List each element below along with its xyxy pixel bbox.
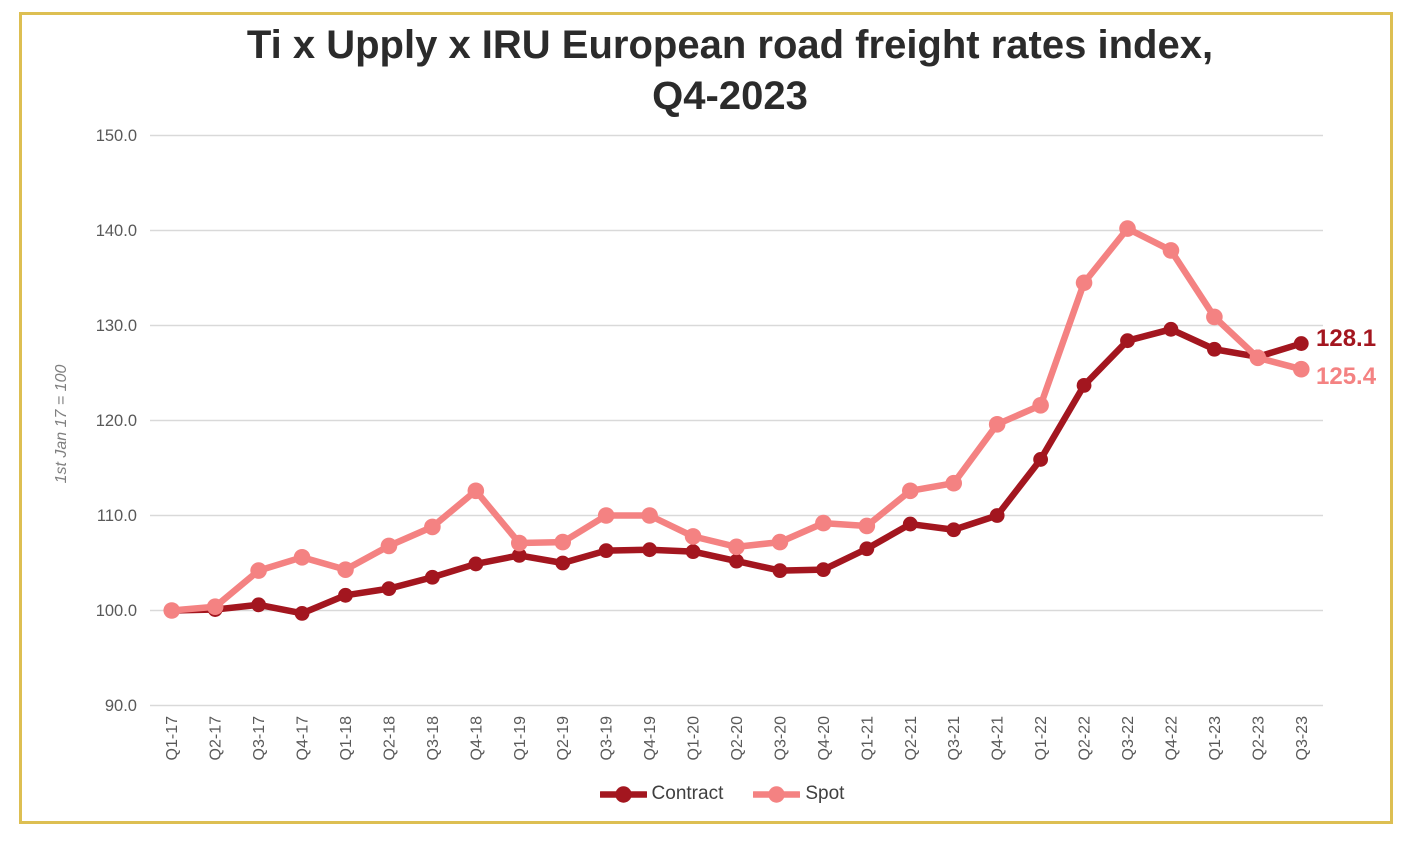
svg-text:Q1-17: Q1-17: [164, 716, 181, 761]
svg-text:Q4-21: Q4-21: [990, 716, 1007, 761]
svg-text:Q4-19: Q4-19: [642, 716, 659, 761]
svg-text:Q3-17: Q3-17: [251, 716, 268, 761]
contract-end-value-label: 128.1: [1316, 324, 1377, 352]
svg-text:Q2-18: Q2-18: [381, 716, 398, 761]
svg-text:Q2-19: Q2-19: [555, 716, 572, 761]
svg-text:120.0: 120.0: [96, 412, 137, 430]
svg-text:110.0: 110.0: [97, 507, 137, 525]
y-axis-tick-labels: 150.0 140.0 130.0 120.0 110.0 100.0 90.0: [96, 127, 137, 715]
svg-text:Q3-23: Q3-23: [1294, 716, 1311, 761]
svg-text:Q1-23: Q1-23: [1207, 716, 1224, 761]
series-spot-line: [163, 220, 1310, 619]
svg-text:Q1-21: Q1-21: [859, 716, 876, 761]
svg-text:Q2-20: Q2-20: [729, 716, 746, 761]
contract-line-marker-icon: [599, 785, 647, 803]
svg-text:Q1-20: Q1-20: [686, 716, 703, 761]
svg-text:Q3-19: Q3-19: [599, 716, 616, 761]
svg-text:Q4-20: Q4-20: [816, 716, 833, 761]
svg-text:150.0: 150.0: [96, 127, 137, 145]
svg-text:Q4-17: Q4-17: [295, 716, 312, 761]
series-contract-line: [164, 321, 1309, 621]
spot-line-marker-icon: [753, 785, 801, 803]
legend-label-contract: Contract: [651, 783, 724, 804]
svg-text:Q2-17: Q2-17: [208, 716, 225, 761]
chart-title-line1: Ti x Upply x IRU European road freight r…: [246, 23, 1214, 67]
chart-title-line2: Q4-2023: [652, 74, 808, 118]
svg-text:Q4-18: Q4-18: [468, 716, 485, 761]
svg-text:Q3-18: Q3-18: [425, 716, 442, 761]
spot-end-value-label: 125.4: [1316, 363, 1377, 391]
svg-text:Q4-22: Q4-22: [1163, 716, 1180, 761]
legend-item-contract: Contract: [599, 783, 724, 805]
svg-text:Q1-22: Q1-22: [1033, 716, 1050, 761]
svg-text:90.0: 90.0: [105, 697, 137, 715]
svg-text:Q2-23: Q2-23: [1250, 716, 1267, 761]
svg-text:Q2-21: Q2-21: [903, 716, 920, 761]
svg-text:100.0: 100.0: [96, 602, 137, 620]
x-axis-tick-labels: Q1-17 Q2-17 Q3-17 Q4-17 Q1-18 Q2-18 Q3-18 Q4-18…: [164, 716, 1311, 761]
chart-legend: Contract Spot: [8, 783, 1428, 805]
svg-text:Q3-20: Q3-20: [772, 716, 789, 761]
svg-text:Q2-22: Q2-22: [1077, 716, 1094, 761]
svg-text:140.0: 140.0: [96, 222, 137, 240]
gridlines: [150, 134, 1323, 707]
svg-text:Q3-22: Q3-22: [1120, 716, 1137, 761]
legend-item-spot: Spot: [753, 783, 844, 805]
chart-title: Ti x Upply x IRU European road freight r…: [16, 20, 1428, 122]
svg-text:Q3-21: Q3-21: [946, 716, 963, 761]
svg-text:Q1-18: Q1-18: [338, 716, 355, 761]
svg-text:Q1-19: Q1-19: [512, 716, 529, 761]
legend-label-spot: Spot: [805, 783, 845, 804]
svg-text:130.0: 130.0: [96, 317, 137, 335]
